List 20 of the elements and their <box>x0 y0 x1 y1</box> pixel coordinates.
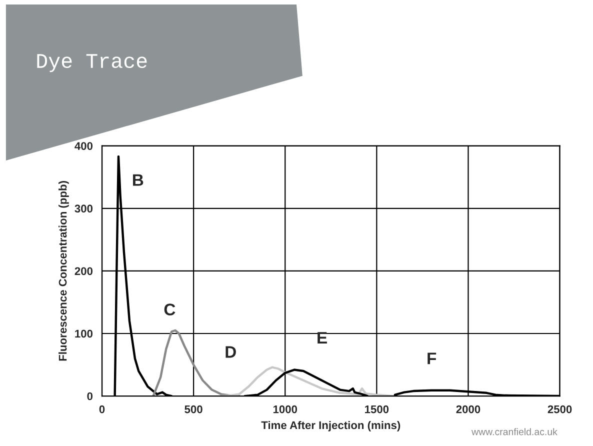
y-tick-label: 100 <box>75 330 93 338</box>
annotation: F <box>428 352 436 364</box>
y-axis-title: Fluorescence Concentration (ppb) <box>58 181 69 361</box>
x-tick-label: 0 <box>99 405 105 414</box>
annotation: E <box>318 332 327 344</box>
y-tick-label: 300 <box>74 204 93 213</box>
chart-title: Dye Trace <box>37 54 147 72</box>
annotation: D <box>226 346 236 358</box>
x-tick-label: 500 <box>184 405 202 414</box>
y-tick-label: 200 <box>74 267 93 276</box>
x-tick-label: 1500 <box>365 405 389 414</box>
x-axis-title: Time After Injection (mins) <box>261 420 400 432</box>
y-tick-label: 0 <box>87 392 93 400</box>
x-tick-label: 2500 <box>548 405 572 414</box>
annotation: C <box>164 304 176 316</box>
annotation: B <box>133 174 144 186</box>
y-tick-label: 400 <box>74 142 93 150</box>
text: www.cranfield.ac.uk <box>471 428 558 436</box>
x-tick-label: 1000 <box>273 405 298 414</box>
x-tick-label: 2000 <box>456 405 480 414</box>
